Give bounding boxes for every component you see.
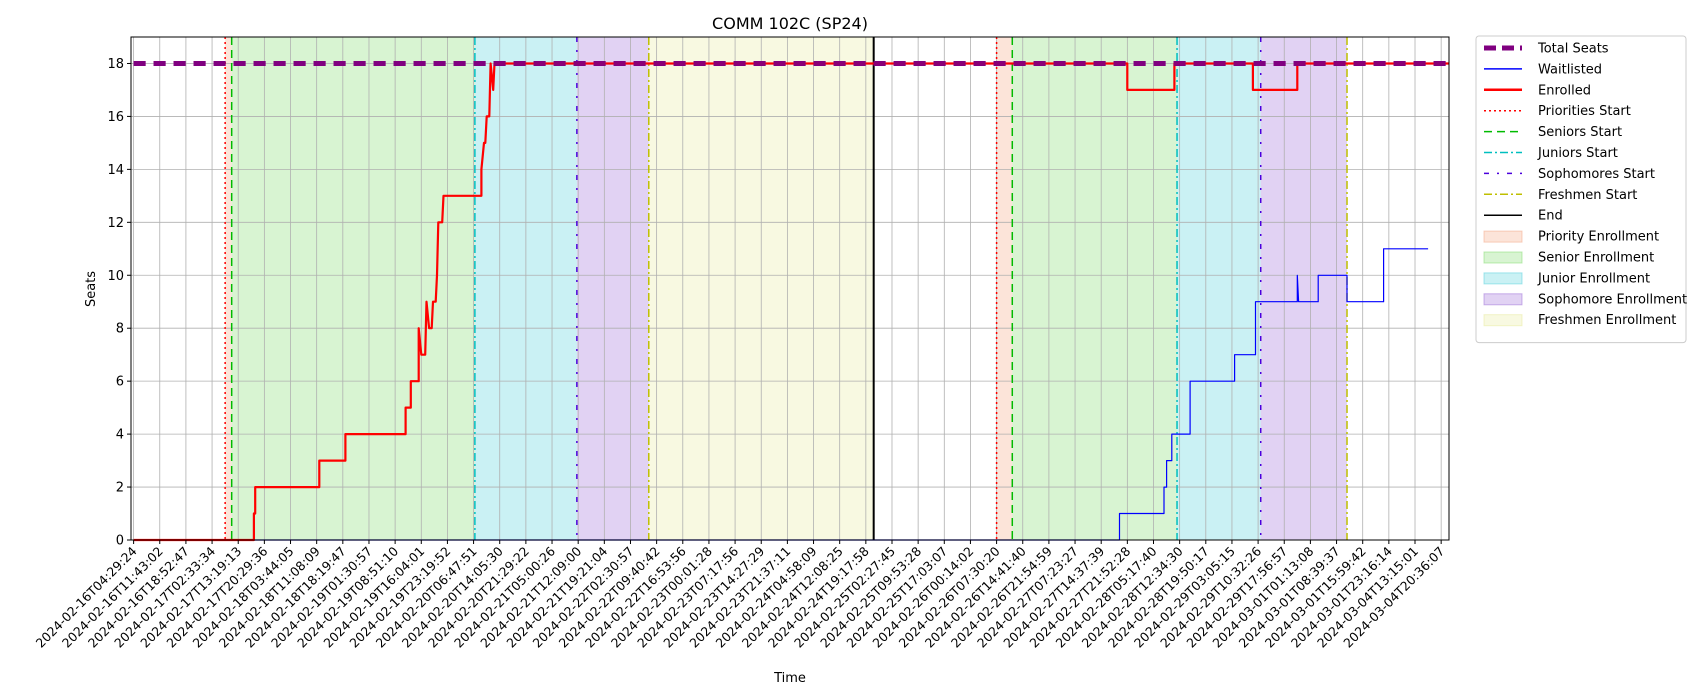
data-series [133,61,1449,542]
x-axis-label: Time [773,671,806,686]
legend-label-sophomore-enrollment: Sophomore Enrollment [1538,292,1687,307]
y-tick-label: 8 [116,322,124,337]
y-tick-label: 12 [107,216,124,231]
legend-label-priority-enrollment: Priority Enrollment [1538,230,1659,245]
x-axis-ticks: 2024-02-16T04:29:242024-02-16T11:43:0220… [33,540,1447,651]
span-priority-enrollment [996,37,1013,540]
y-tick-label: 6 [116,375,124,390]
legend-label-priorities-start: Priorities Start [1538,104,1631,119]
y-tick-label: 2 [116,481,124,496]
y-tick-label: 18 [107,57,124,72]
legend-label-freshmen-enrollment: Freshmen Enrollment [1538,313,1676,328]
grid-lines [131,37,1449,541]
y-tick-label: 16 [107,110,124,125]
legend-swatch-senior-enrollment [1483,251,1523,264]
chart-title: COMM 102C (SP24) [712,14,868,33]
span-senior-enrollment [231,37,475,540]
y-tick-label: 10 [107,269,124,284]
legend-swatch-priority-enrollment [1483,230,1523,243]
y-axis-label: Seats [84,271,99,307]
legend-label-senior-enrollment: Senior Enrollment [1538,251,1654,266]
legend-box [1475,35,1687,344]
phase-start-lines [224,37,1348,540]
y-tick-label: 0 [116,534,124,549]
enrollment-spans [225,37,1348,540]
legend: Total Seats Waitlisted Enrolled Priorities … [1475,35,1687,344]
span-sophomore-enrollment [1260,37,1348,540]
series-enrolled [133,62,1449,542]
y-axis-ticks: 0 2 4 6 8 10 12 14 16 18 [107,57,131,549]
legend-label-junior-enrollment: Junior Enrollment [1537,271,1650,286]
legend-swatch-sophomore-enrollment [1483,293,1523,306]
series-waitlisted [133,248,1429,541]
legend-label-freshmen-start: Freshmen Start [1538,188,1637,203]
legend-label-sophomores-start: Sophomores Start [1538,167,1655,182]
legend-label-waitlisted: Waitlisted [1538,62,1602,77]
span-junior-enrollment [1177,37,1261,540]
y-tick-label: 4 [116,428,124,443]
legend-swatch-junior-enrollment [1483,272,1523,285]
legend-swatch-freshmen-enrollment [1483,314,1523,327]
plot-frame [130,36,1450,541]
legend-label-enrolled: Enrolled [1538,83,1591,98]
span-senior-enrollment [1012,37,1178,540]
legend-label-juniors-start: Juniors Start [1537,146,1618,161]
span-priority-enrollment [225,37,232,540]
span-sophomore-enrollment [576,37,649,540]
legend-label-end: End [1538,209,1563,224]
y-tick-label: 14 [107,163,124,178]
legend-label-seniors-start: Seniors Start [1538,125,1622,140]
legend-label-total-seats: Total Seats [1537,42,1609,57]
